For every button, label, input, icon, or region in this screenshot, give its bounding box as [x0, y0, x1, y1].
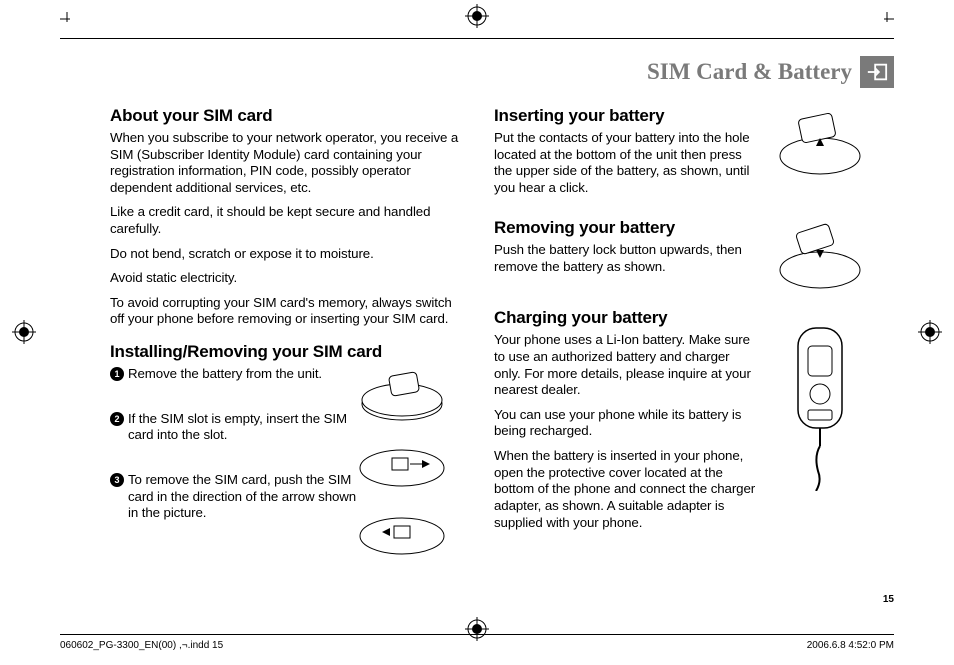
charging-para-3: When the battery is inserted in your pho…: [494, 448, 758, 531]
section-about-sim: About your SIM card When you subscribe t…: [110, 106, 460, 328]
illustration-remove-sim: [350, 502, 454, 562]
footer-filename: 060602_PG-3300_EN(00) ,¬.indd 15: [60, 640, 223, 651]
registration-mark-left: [12, 320, 36, 344]
registration-mark-top: [465, 4, 489, 28]
right-column: Inserting your battery Put the contacts …: [494, 106, 870, 585]
step-number-2: 2: [110, 412, 124, 426]
page-content: SIM Card & Battery About your SIM card W…: [60, 40, 894, 605]
illustration-charging: [770, 316, 870, 491]
crop-mark-tl: [60, 12, 74, 31]
heading-install-sim: Installing/Removing your SIM card: [110, 342, 460, 362]
about-para-2: Like a credit card, it should be kept se…: [110, 204, 460, 237]
print-footer: 060602_PG-3300_EN(00) ,¬.indd 15 2006.6.…: [60, 640, 894, 651]
step-text-3: To remove the SIM card, push the SIM car…: [128, 472, 358, 522]
heading-inserting-battery: Inserting your battery: [494, 106, 758, 126]
trim-line-bottom: [60, 634, 894, 635]
charging-para-2: You can use your phone while its battery…: [494, 407, 758, 440]
about-para-5: To avoid corrupting your SIM card's memo…: [110, 295, 460, 328]
illustration-insert-battery: [770, 106, 870, 182]
about-para-4: Avoid static electricity.: [110, 270, 460, 287]
step-number-1: 1: [110, 367, 124, 381]
about-para-1: When you subscribe to your network opera…: [110, 130, 460, 196]
heading-about-sim: About your SIM card: [110, 106, 460, 126]
charging-para-1: Your phone uses a Li-Ion battery. Make s…: [494, 332, 758, 398]
section-charging-battery: Charging your battery Your phone uses a …: [494, 308, 870, 539]
illustration-insert-sim: [350, 434, 454, 494]
step-number-3: 3: [110, 473, 124, 487]
left-column: About your SIM card When you subscribe t…: [110, 106, 460, 585]
install-illustrations: [350, 366, 460, 562]
section-removing-battery: Removing your battery Push the battery l…: [494, 218, 870, 294]
insert-card-icon: [866, 61, 888, 83]
page-header: SIM Card & Battery: [60, 56, 894, 88]
registration-mark-right: [918, 320, 942, 344]
section-inserting-battery: Inserting your battery Put the contacts …: [494, 106, 870, 204]
inserting-text: Put the contacts of your battery into th…: [494, 130, 758, 196]
page-title: SIM Card & Battery: [647, 59, 852, 85]
registration-mark-bottom: [465, 617, 489, 641]
footer-timestamp: 2006.6.8 4:52:0 PM: [807, 640, 894, 651]
step-text-2: If the SIM slot is empty, insert the SIM…: [128, 411, 358, 444]
page-number: 15: [883, 594, 894, 605]
removing-text: Push the battery lock button upwards, th…: [494, 242, 758, 275]
about-para-3: Do not bend, scratch or expose it to moi…: [110, 246, 460, 263]
crop-mark-tr: [880, 12, 894, 31]
header-icon-badge: [860, 56, 894, 88]
step-text-1: Remove the battery from the unit.: [128, 366, 322, 383]
heading-removing-battery: Removing your battery: [494, 218, 758, 238]
trim-line-top: [60, 38, 894, 39]
illustration-remove-battery: [350, 366, 454, 426]
heading-charging-battery: Charging your battery: [494, 308, 758, 328]
illustration-remove-battery-2: [770, 218, 870, 294]
section-install-sim: Installing/Removing your SIM card 1 Remo…: [110, 342, 460, 522]
